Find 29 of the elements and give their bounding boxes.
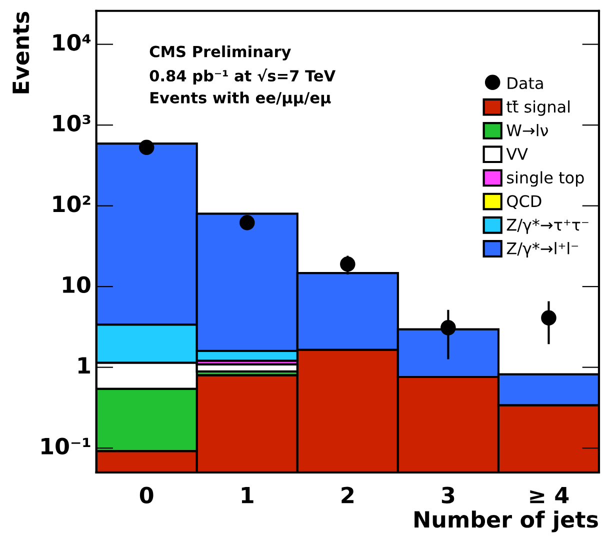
legend-label: Data xyxy=(508,77,543,90)
annotation: 0.84 pb⁻¹ at √s=7 TeV xyxy=(150,68,336,85)
legend-label: Z/γ*→l⁺l⁻ xyxy=(506,242,578,258)
legend-label: Z/γ*→τ⁺τ⁻ xyxy=(506,218,588,234)
x-axis-title: Number of jets xyxy=(414,510,598,532)
annotation: Events with ee/μμ/eμ xyxy=(150,92,331,106)
point xyxy=(138,140,154,156)
x-tick-label: 0 xyxy=(140,486,154,504)
y-axis-title: Events xyxy=(12,12,30,94)
point xyxy=(440,320,456,336)
y-tick-label: 10⁻¹ xyxy=(42,438,90,455)
y-tick-label: 10² xyxy=(53,196,90,212)
y-tick-label: 10⁴ xyxy=(53,34,91,51)
y-tick-label: 1 xyxy=(78,357,90,374)
legend-label: VV xyxy=(506,148,528,160)
y-tick-label: 10³ xyxy=(53,114,90,132)
point xyxy=(340,256,356,272)
point xyxy=(239,214,255,230)
legend-label: tt̄ signal xyxy=(506,100,570,116)
x-tick-label: ≥ 4 xyxy=(530,486,569,504)
legend-label: single top xyxy=(507,171,584,187)
legend-label: W→lν xyxy=(506,124,548,136)
point xyxy=(541,310,556,326)
x-tick-label: 1 xyxy=(242,486,254,504)
legend-label: QCD xyxy=(507,195,542,210)
annotation: CMS Preliminary xyxy=(150,45,291,60)
y-tick-label: 10 xyxy=(63,276,90,294)
x-tick-label: 3 xyxy=(442,486,454,504)
x-tick-label: 2 xyxy=(342,486,354,504)
